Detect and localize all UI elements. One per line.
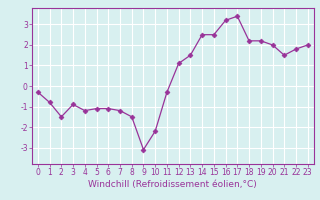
X-axis label: Windchill (Refroidissement éolien,°C): Windchill (Refroidissement éolien,°C) — [88, 180, 257, 189]
